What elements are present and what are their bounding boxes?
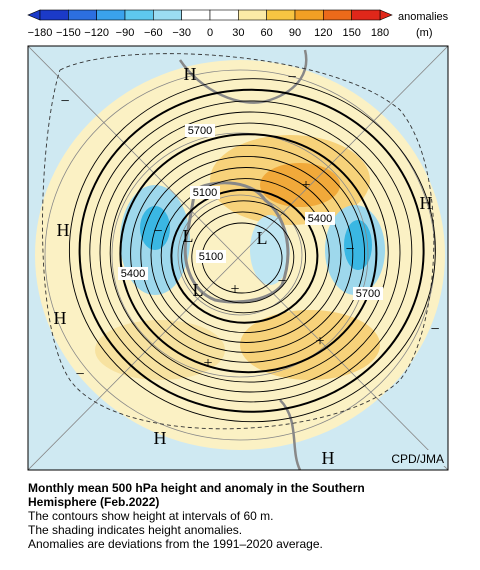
colorbar-segment bbox=[96, 9, 126, 21]
pressure-symbol: − bbox=[60, 93, 69, 110]
colorbar-segment bbox=[39, 9, 69, 21]
pressure-symbol: + bbox=[203, 355, 212, 372]
caption-line: The shading indicates height anomalies. bbox=[28, 523, 243, 537]
colorbar-segment bbox=[124, 9, 154, 21]
colorbar-tick-label: −150 bbox=[56, 27, 81, 39]
contour bbox=[99, 111, 401, 393]
pressure-symbol: H bbox=[154, 428, 167, 448]
contour-label-bg bbox=[196, 250, 226, 263]
colorbar-segment bbox=[68, 9, 97, 21]
contour-label: 5700 bbox=[188, 125, 212, 137]
contour-label: 5400 bbox=[121, 268, 145, 280]
coastline bbox=[183, 181, 290, 304]
contour-label: 5400 bbox=[308, 213, 332, 225]
colorbar-tick-label: 60 bbox=[261, 27, 273, 39]
colorbar-tick-label: 120 bbox=[314, 27, 332, 39]
contour bbox=[42, 53, 435, 430]
colorbar-segment bbox=[153, 9, 182, 21]
colorbar-tick-label: −120 bbox=[84, 27, 109, 39]
colorbar-tick-label: −180 bbox=[28, 27, 53, 39]
contour bbox=[181, 200, 307, 314]
map: H H H H H H L L L + + + + − − − − − − − 5700 5100 5400 5100 5400… bbox=[28, 46, 448, 470]
contour bbox=[119, 133, 378, 374]
colorbar-tick-label: −30 bbox=[172, 27, 191, 39]
meridian bbox=[28, 46, 448, 470]
pressure-symbol: − bbox=[75, 366, 84, 383]
anomaly-shade bbox=[344, 220, 372, 270]
pressure-symbol: − bbox=[430, 321, 439, 338]
colorbar-tick-label: 30 bbox=[232, 27, 244, 39]
contour-label: 5700 bbox=[356, 288, 380, 300]
anomaly-shade bbox=[140, 206, 170, 250]
pressure-symbol: H bbox=[57, 220, 70, 240]
latitude-circle bbox=[111, 132, 369, 378]
colorbar-tick-label: −90 bbox=[116, 27, 135, 39]
colorbar-tick-label: 150 bbox=[342, 27, 360, 39]
credit: CPD/JMA bbox=[391, 452, 444, 466]
contour bbox=[160, 178, 330, 334]
figure: H H H H H H L L L + + + + − − − − − − − 5700 5100 5400 5100 5400… bbox=[27, 9, 449, 471]
contour bbox=[150, 167, 342, 343]
colorbar-segment bbox=[238, 9, 267, 21]
pressure-symbol: H bbox=[322, 448, 335, 468]
pressure-symbol: H bbox=[54, 308, 67, 328]
colorbar-tick-label: −60 bbox=[144, 27, 163, 39]
colorbar-segment bbox=[181, 9, 211, 21]
latitude-circle bbox=[177, 194, 303, 316]
pressure-symbol: L bbox=[183, 226, 194, 246]
contour-label-bg bbox=[118, 267, 148, 280]
colorbar-tick-label: 0 bbox=[207, 27, 213, 39]
colorbar-segment bbox=[209, 9, 239, 21]
pressure-symbol: − bbox=[287, 69, 296, 86]
contour bbox=[68, 78, 436, 423]
credit-bg bbox=[385, 450, 445, 466]
pressure-symbol: H bbox=[184, 64, 197, 84]
colorbar-unit-label: anomalies bbox=[398, 11, 449, 23]
caption-line: Anomalies are deviations from the 1991–2… bbox=[28, 537, 323, 551]
anomaly-shade bbox=[250, 215, 290, 285]
pressure-symbol: + bbox=[315, 333, 324, 350]
colorbar-unit: (m) bbox=[416, 27, 433, 39]
pressure-symbol: + bbox=[230, 281, 239, 298]
colorbar-tick-label: 90 bbox=[289, 27, 301, 39]
colorbar-segment bbox=[294, 9, 324, 21]
colorbar-tick-label: 180 bbox=[371, 27, 389, 39]
contour-label-bg bbox=[185, 124, 215, 137]
contour-label: 5100 bbox=[193, 187, 217, 199]
caption-title: Monthly mean 500 hPa height and anomaly … bbox=[28, 481, 365, 495]
colorbar-segment bbox=[323, 9, 352, 21]
map-frame bbox=[27, 45, 449, 471]
contour bbox=[191, 211, 295, 304]
pressure-symbol: − bbox=[277, 273, 286, 290]
coastline bbox=[178, 49, 308, 104]
colorbar-segment bbox=[351, 9, 381, 21]
contour bbox=[109, 122, 389, 383]
contour bbox=[89, 100, 413, 403]
pressure-symbol: L bbox=[193, 280, 204, 300]
contour bbox=[170, 188, 319, 324]
contour-label-bg bbox=[353, 287, 383, 300]
pressure-symbol: + bbox=[301, 177, 310, 194]
pressure-symbol: L bbox=[257, 228, 268, 248]
contour bbox=[78, 88, 425, 413]
contour bbox=[140, 155, 354, 353]
contour-label-bg bbox=[305, 212, 335, 225]
pressure-symbol: − bbox=[345, 241, 354, 258]
pressure-symbol: − bbox=[153, 223, 162, 240]
contour-label-bg bbox=[190, 186, 220, 199]
coastline bbox=[279, 399, 302, 470]
colorbar-segment bbox=[266, 9, 296, 21]
colorbar-end bbox=[379, 9, 393, 21]
colorbar-end bbox=[27, 9, 41, 21]
caption-line: The contours show height at intervals of… bbox=[28, 509, 274, 523]
pressure-symbol: H bbox=[420, 193, 433, 213]
caption-title: Hemisphere (Feb.2022) bbox=[28, 495, 160, 509]
contour bbox=[130, 144, 366, 363]
contour-label: 5100 bbox=[199, 251, 223, 263]
anomaly-shade bbox=[260, 163, 340, 207]
